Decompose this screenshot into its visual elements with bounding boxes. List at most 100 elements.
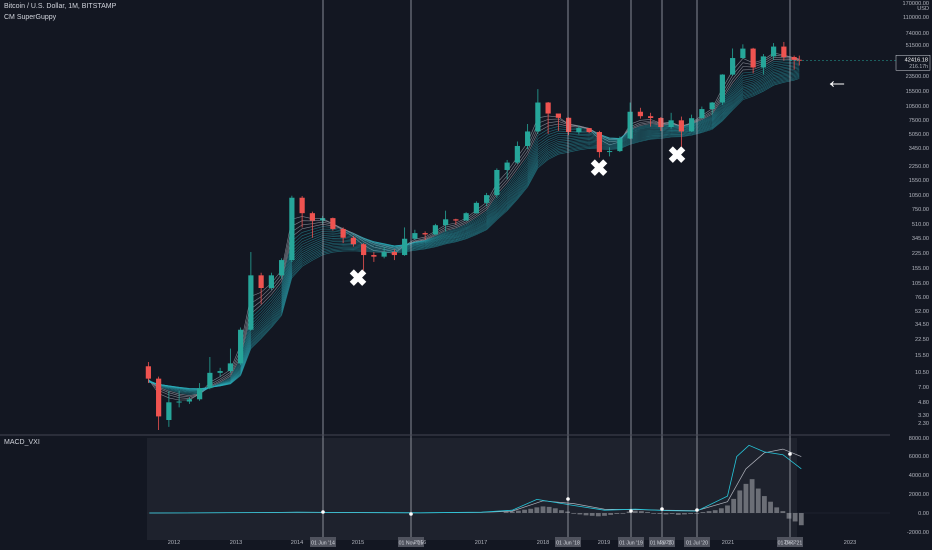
candle-body bbox=[258, 275, 264, 289]
macd-hist-bar bbox=[712, 510, 718, 513]
price-tick: 225.00 bbox=[912, 251, 929, 257]
candle-body bbox=[350, 237, 356, 245]
macd-hist-bar bbox=[632, 510, 638, 513]
guppy-ema-14 bbox=[148, 69, 800, 391]
price-tick: 76.00 bbox=[915, 295, 929, 301]
time-axis: 01 Jun '14 01 Nov '15 01 Jun '18 01 Jun '19… bbox=[168, 537, 856, 547]
macd-line bbox=[149, 444, 802, 514]
candle-body bbox=[586, 128, 592, 133]
candle-body bbox=[473, 202, 479, 214]
macd-hist-bar bbox=[762, 496, 767, 513]
event-label: 01 Nov '15 bbox=[399, 541, 424, 547]
candle-body bbox=[719, 74, 725, 103]
macd-hist-bar bbox=[749, 479, 755, 513]
guppy-ema-17 bbox=[148, 72, 800, 390]
macd-tick: 4000.00 bbox=[909, 473, 929, 479]
guppy-ema-22 bbox=[148, 78, 800, 389]
candle-body bbox=[268, 275, 274, 289]
candle-body bbox=[453, 219, 459, 221]
currency-label: USD bbox=[917, 6, 929, 12]
candle-body bbox=[535, 102, 541, 132]
candle-body bbox=[699, 109, 705, 119]
event-label: 01 Jun '14 bbox=[311, 541, 335, 547]
price-tick: 5050.00 bbox=[909, 132, 929, 138]
candle-body bbox=[555, 113, 561, 118]
macd-pane bbox=[147, 444, 890, 526]
price-tick: 110000.00 bbox=[903, 15, 929, 21]
macd-hist-bar bbox=[509, 511, 515, 513]
candle-body bbox=[197, 388, 203, 400]
macd-tick: 6000.00 bbox=[909, 454, 929, 460]
event-dot bbox=[660, 507, 664, 511]
year-tick: 2014 bbox=[291, 540, 303, 546]
macd-hist-bar bbox=[725, 505, 730, 513]
macd-hist-bar bbox=[565, 511, 570, 513]
candle-body bbox=[402, 238, 408, 256]
year-tick: 2022 bbox=[784, 540, 796, 546]
macd-tick: 2000.00 bbox=[909, 492, 929, 498]
macd-hist-bar bbox=[577, 513, 583, 515]
candle-body bbox=[668, 120, 674, 128]
macd-label[interactable]: MACD_VXI bbox=[4, 439, 40, 446]
macd-hist-bar bbox=[571, 513, 577, 514]
macd-hist-bar bbox=[718, 508, 724, 513]
candle-body bbox=[156, 378, 162, 417]
macd-hist-bar bbox=[620, 513, 626, 514]
guppy-ema-18 bbox=[148, 73, 800, 390]
guppy-ema-11 bbox=[148, 65, 800, 392]
candle-body bbox=[279, 260, 285, 276]
candle-body bbox=[771, 46, 777, 57]
price-tick: 7.00 bbox=[918, 385, 929, 391]
candle-body bbox=[299, 197, 305, 214]
macd-hist-bar bbox=[700, 512, 706, 513]
guppy-ema-19 bbox=[148, 74, 800, 390]
candle-body bbox=[248, 275, 254, 330]
price-tick: 22.50 bbox=[915, 337, 929, 343]
x-mark-icon: ✖ bbox=[348, 265, 367, 291]
candle-body bbox=[750, 48, 756, 68]
event-label: 01 Mar '20 bbox=[650, 541, 674, 547]
macd-hist-bar bbox=[774, 507, 780, 513]
event-label: 01 Jul '20 bbox=[686, 541, 708, 547]
macd-tick: -2000.00 bbox=[907, 530, 929, 536]
price-tick: 7500.00 bbox=[909, 118, 929, 124]
macd-hist-bar bbox=[786, 513, 792, 519]
candle-body bbox=[289, 197, 295, 261]
candle-body bbox=[791, 57, 797, 60]
macd-hist-bar bbox=[651, 513, 657, 514]
macd-hist-bar bbox=[522, 509, 527, 513]
indicator-label[interactable]: CM SuperGuppy bbox=[4, 14, 57, 21]
event-lines bbox=[321, 0, 792, 540]
price-tick: 15.50 bbox=[915, 353, 929, 359]
candle-body bbox=[391, 252, 397, 256]
macd-hist-bar bbox=[657, 513, 663, 514]
candle-body bbox=[484, 195, 490, 203]
macd-hist-bar bbox=[798, 513, 804, 526]
year-tick: 2023 bbox=[844, 540, 856, 546]
candles bbox=[145, 41, 802, 430]
macd-hist-bar bbox=[780, 511, 786, 513]
candle-body bbox=[504, 162, 510, 170]
event-dot bbox=[566, 497, 570, 501]
macd-hist-bar bbox=[768, 501, 773, 513]
price-tick: 155.00 bbox=[912, 266, 929, 272]
macd-hist-bar bbox=[792, 513, 798, 522]
macd-hist-bar bbox=[516, 510, 521, 513]
macd-hist-bar bbox=[540, 506, 546, 513]
x-mark-icon: ✖ bbox=[667, 142, 686, 168]
candle-body bbox=[709, 102, 715, 110]
macd-hist-bar bbox=[595, 513, 601, 517]
guppy-ema-6 bbox=[148, 58, 800, 397]
price-tick: 23500.00 bbox=[906, 74, 929, 80]
year-tick: 2012 bbox=[168, 540, 180, 546]
year-tick: 2016 bbox=[414, 540, 426, 546]
candle-body bbox=[186, 399, 192, 402]
candle-body bbox=[781, 46, 787, 58]
macd-hist-bar bbox=[645, 512, 650, 513]
event-label: 01 Jun '19 bbox=[619, 541, 643, 547]
price-tick: 51500.00 bbox=[906, 43, 929, 49]
last-price: 42416.18 bbox=[905, 57, 928, 63]
candle-body bbox=[412, 233, 418, 239]
x-mark-icon: ✖ bbox=[589, 155, 608, 181]
